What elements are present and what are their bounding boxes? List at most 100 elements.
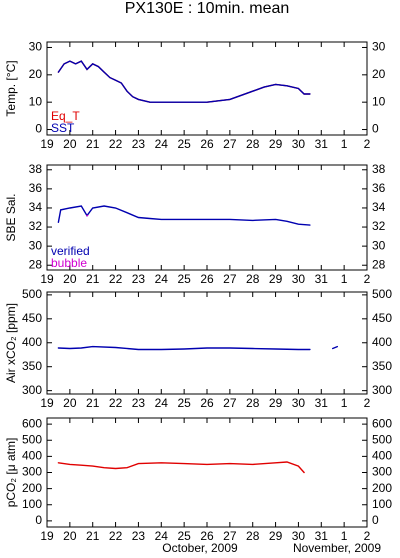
y-tick-label: 100 xyxy=(372,497,392,511)
x-tick-label: 21 xyxy=(86,529,100,543)
y-tick-label: 0 xyxy=(372,513,379,527)
y-axis-label: pCO₂ [μ atm] xyxy=(4,438,18,508)
x-tick-label: 19 xyxy=(40,272,54,286)
y-tick-label: 450 xyxy=(372,311,392,325)
y-tick-label: 200 xyxy=(22,481,42,495)
x-tick-label: 1 xyxy=(341,272,348,286)
plot-frame xyxy=(46,41,368,136)
x-tick-label: 19 xyxy=(40,529,54,543)
legend-entry: bubble xyxy=(51,256,87,270)
x-tick-label: 25 xyxy=(177,272,191,286)
y-tick-label: 30 xyxy=(29,40,43,54)
plot-frame xyxy=(46,291,368,395)
x-tick-label: 2 xyxy=(364,137,371,151)
x-tick-label: 28 xyxy=(246,529,260,543)
y-tick-label: 0 xyxy=(35,122,42,136)
y-tick-label: 400 xyxy=(372,449,392,463)
data-line xyxy=(57,461,305,474)
x-tick-label: 30 xyxy=(292,529,306,543)
plot-frame xyxy=(46,164,368,271)
data-line xyxy=(57,205,311,226)
x-tick-label: 21 xyxy=(86,137,100,151)
y-tick-label: 300 xyxy=(22,383,42,397)
y-axis-label: Air xCO₂ [ppm] xyxy=(4,303,18,383)
x-tick-label: 26 xyxy=(200,137,214,151)
x-tick-label: 27 xyxy=(223,529,237,543)
y-tick-label: 450 xyxy=(22,311,42,325)
y-tick-label: 28 xyxy=(372,257,386,271)
y-tick-label: 10 xyxy=(29,94,43,108)
y-tick-label: 600 xyxy=(22,416,42,430)
y-tick-label: 350 xyxy=(22,359,42,373)
data-line xyxy=(57,345,338,351)
x-tick-label: 29 xyxy=(269,396,283,410)
y-tick-label: 10 xyxy=(372,94,386,108)
x-tick-label: 26 xyxy=(200,396,214,410)
y-tick-label: 34 xyxy=(29,200,43,214)
x-tick-label: 28 xyxy=(246,396,260,410)
x-tick-label: 30 xyxy=(292,272,306,286)
y-axis-label: Temp. [°C] xyxy=(4,60,18,116)
legend-entry: Eq_T xyxy=(51,109,80,123)
x-tick-label: 1 xyxy=(341,137,348,151)
y-tick-label: 30 xyxy=(29,238,43,252)
x-tick-label: 31 xyxy=(315,137,329,151)
x-tick-label: 2 xyxy=(364,272,371,286)
y-tick-label: 200 xyxy=(372,481,392,495)
x-tick-label: 20 xyxy=(63,272,77,286)
x-tick-label: 24 xyxy=(155,529,169,543)
y-tick-label: 500 xyxy=(22,287,42,301)
x-tick-label: 28 xyxy=(246,272,260,286)
x-tick-label: 29 xyxy=(269,272,283,286)
data-line xyxy=(57,60,311,103)
x-tick-label: 22 xyxy=(109,272,123,286)
x-tick-label: 22 xyxy=(109,137,123,151)
legend-entry: verified xyxy=(51,244,90,258)
x-tick-label: 30 xyxy=(292,396,306,410)
x-tick-label: 27 xyxy=(223,396,237,410)
y-tick-label: 0 xyxy=(35,513,42,527)
x-tick-label: 26 xyxy=(200,529,214,543)
x-tick-label: 19 xyxy=(40,396,54,410)
x-tick-label: 29 xyxy=(269,137,283,151)
x-tick-label: 23 xyxy=(132,529,146,543)
x-tick-label: 28 xyxy=(246,137,260,151)
y-tick-label: 100 xyxy=(22,497,42,511)
x-tick-label: 27 xyxy=(223,272,237,286)
x-axis-label: November, 2009 xyxy=(293,541,381,555)
x-tick-label: 20 xyxy=(63,137,77,151)
legend-entry: SST xyxy=(51,121,75,135)
x-tick-label: 31 xyxy=(315,529,329,543)
y-tick-label: 500 xyxy=(22,432,42,446)
y-tick-label: 36 xyxy=(29,181,43,195)
x-axis-label: October, 2009 xyxy=(162,541,238,555)
x-tick-label: 22 xyxy=(109,529,123,543)
y-tick-label: 0 xyxy=(372,122,379,136)
y-axis-label: SBE Sal. xyxy=(4,193,18,241)
x-tick-label: 23 xyxy=(132,137,146,151)
x-tick-label: 1 xyxy=(341,396,348,410)
x-tick-label: 1 xyxy=(341,529,348,543)
data-line xyxy=(57,60,311,103)
y-tick-label: 350 xyxy=(372,359,392,373)
chart-title: PX130E : 10min. mean xyxy=(125,0,290,17)
x-tick-label: 25 xyxy=(177,396,191,410)
y-tick-label: 32 xyxy=(372,219,386,233)
x-tick-label: 20 xyxy=(63,529,77,543)
y-tick-label: 300 xyxy=(372,465,392,479)
x-tick-label: 2 xyxy=(364,529,371,543)
y-tick-label: 30 xyxy=(372,238,386,252)
y-tick-label: 500 xyxy=(372,432,392,446)
x-tick-label: 24 xyxy=(155,272,169,286)
x-tick-label: 2 xyxy=(364,396,371,410)
y-tick-label: 36 xyxy=(372,181,386,195)
y-tick-label: 28 xyxy=(29,257,43,271)
x-tick-label: 27 xyxy=(223,137,237,151)
y-tick-label: 400 xyxy=(372,335,392,349)
x-tick-label: 19 xyxy=(40,137,54,151)
x-tick-label: 21 xyxy=(86,272,100,286)
y-tick-label: 20 xyxy=(372,67,386,81)
plot-frame xyxy=(46,417,368,528)
x-tick-label: 20 xyxy=(63,396,77,410)
y-tick-label: 400 xyxy=(22,449,42,463)
